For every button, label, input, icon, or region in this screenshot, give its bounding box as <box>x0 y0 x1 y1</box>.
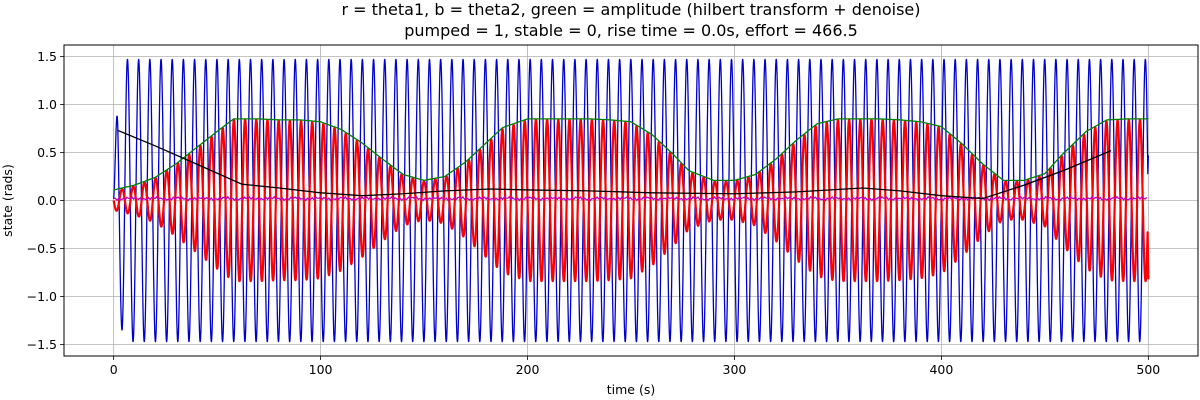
x-axis-label: time (s) <box>607 382 655 397</box>
y-tick-label: 1.0 <box>37 97 57 112</box>
x-tick-label: 300 <box>723 362 747 377</box>
y-axis-ticks: 1.5 1.0 0.5 0.0 −0.5 −1.0 −1.5 <box>27 49 64 352</box>
y-tick-label: 0.0 <box>37 193 57 208</box>
y-tick-label: 0.5 <box>37 145 57 160</box>
y-tick-label: 1.5 <box>37 49 57 64</box>
theta2-series-line <box>113 58 1149 343</box>
y-axis-label: state (rads) <box>0 164 15 237</box>
amplitude-series-line <box>113 118 1149 191</box>
chart-title-line2: pumped = 1, stable = 0, rise time = 0.0s… <box>404 21 858 40</box>
x-tick-label: 400 <box>929 362 953 377</box>
y-tick-label: −0.5 <box>27 241 57 256</box>
x-tick-label: 0 <box>110 362 118 377</box>
black-series-line <box>117 129 1112 200</box>
theta1-series-line <box>112 118 1150 283</box>
chart-title-line1: r = theta1, b = theta2, green = amplitud… <box>341 0 920 19</box>
x-tick-label: 100 <box>309 362 333 377</box>
y-tick-label: −1.5 <box>27 337 57 352</box>
x-axis-ticks: 0 100 200 300 400 500 <box>110 356 1160 377</box>
y-tick-label: −1.0 <box>27 289 57 304</box>
magenta-series-line <box>113 195 1148 202</box>
plot-area <box>112 58 1150 343</box>
x-tick-label: 500 <box>1136 362 1160 377</box>
x-tick-label: 200 <box>516 362 540 377</box>
